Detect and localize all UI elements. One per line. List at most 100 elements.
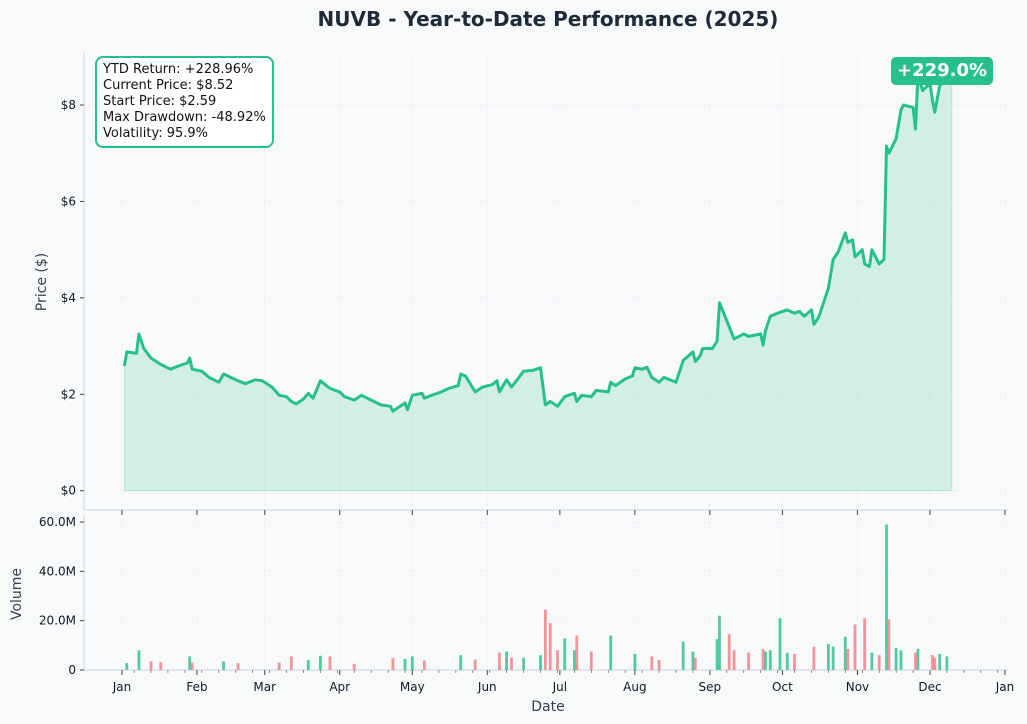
volume-bar-up (633, 654, 637, 670)
volume-bar-down (548, 623, 552, 670)
volume-bar-down (650, 656, 654, 670)
volume-bar-down (846, 649, 850, 670)
volume-bar-up (894, 647, 898, 670)
volume-x-tick-label: Jun (477, 680, 497, 694)
volume-x-tick-label: Nov (846, 680, 869, 694)
volume-x-tick-label: Dec (918, 680, 941, 694)
volume-bar-down (159, 662, 163, 670)
volume-bar-down (727, 634, 731, 670)
volume-bar-down (863, 618, 867, 670)
volume-bar-up (938, 654, 942, 670)
price-y-tick-label: $8 (61, 98, 76, 112)
volume-bar-down (556, 650, 559, 670)
volume-bar-down (423, 660, 426, 670)
volume-bar-down (352, 663, 356, 670)
volume-bar-down (933, 657, 937, 670)
volume-x-tick-label: Oct (772, 680, 793, 694)
volume-bar-down (853, 624, 857, 670)
volume-bar-down (510, 657, 513, 670)
volume-bar-up (691, 651, 695, 670)
volume-bar-down (589, 651, 593, 670)
volume-bar-down (657, 660, 661, 670)
volume-x-tick-label: Jul (552, 680, 567, 694)
volume-bar-up (410, 656, 414, 670)
volume-bars (125, 524, 949, 670)
volume-bar-up (681, 641, 685, 670)
volume-y-tick-label: 20.0M (39, 614, 76, 628)
price-x-ticks (121, 510, 1006, 515)
volume-x-tick-label: Sep (699, 680, 722, 694)
volume-bar-up (609, 635, 613, 670)
x-axis-label: Date (531, 699, 564, 715)
volume-bar-down (328, 656, 332, 670)
volume-bar-down (236, 663, 240, 670)
volume-bar-up (916, 649, 920, 670)
price-y-tick-label: $6 (61, 194, 76, 208)
volume-bar-up (125, 663, 129, 670)
volume-bar-up (306, 660, 310, 670)
stat-ytd-return: YTD Return: +228.96% (103, 62, 254, 77)
volume-bar-up (403, 658, 407, 670)
volume-bar-down (149, 661, 153, 670)
volume-x-tick-label: Jan (995, 680, 1015, 694)
stat-max-drawdown: Max Drawdown: -48.92% (103, 110, 266, 125)
volume-bar-up (505, 651, 508, 670)
volume-bar-up (945, 656, 949, 670)
price-y-ticks: $0 $2 $4 $6 $8 (61, 98, 84, 498)
volume-bar-down (793, 654, 796, 670)
return-badge: +229.0% (891, 57, 994, 85)
volume-bar-up (827, 644, 830, 670)
volume-bar-up (459, 655, 463, 670)
volume-bar-up (539, 655, 542, 670)
volume-bar-down (887, 619, 891, 670)
volume-bar-down (391, 658, 395, 670)
volume-bar-down (812, 646, 816, 670)
volume-bar-up (764, 651, 767, 670)
volume-bar-up (885, 524, 888, 670)
volume-bar-down (693, 657, 697, 670)
stat-start-price: Start Price: $2.59 (103, 94, 217, 109)
volume-bar-down (877, 655, 881, 670)
volume-x-tick-label: Feb (186, 680, 207, 694)
volume-bar-up (715, 639, 719, 670)
volume-x-tick-label: May (400, 680, 425, 694)
volume-bar-up (522, 657, 525, 670)
volume-bar-down (761, 649, 765, 670)
volume-bar-down (931, 655, 934, 670)
volume-bar-up (188, 656, 192, 670)
volume-bar-down (575, 635, 579, 670)
volume-y-tick-label: 60.0M (39, 515, 76, 529)
volume-bar-up (785, 652, 789, 670)
volume-x-ticks: Jan Feb Mar Apr May Jun Jul Aug Sep Oct Nov Dec Jan (112, 670, 1015, 694)
volume-y-tick-label: 40.0M (39, 564, 76, 578)
price-y-tick-label: $2 (61, 387, 76, 401)
volume-bar-up (768, 650, 772, 670)
volume-x-tick-label: Jan (112, 680, 132, 694)
volume-bar-down (190, 662, 194, 670)
volume-panel: 0 20.0M 40.0M 60.0M Jan Feb Mar Apr May Jun Jul Au… (9, 515, 1014, 715)
volume-x-tick-label: Aug (623, 680, 646, 694)
volume-y-ticks: 0 20.0M 40.0M 60.0M (39, 515, 84, 677)
stat-current-price: Current Price: $8.52 (103, 78, 234, 93)
volume-bar-up (718, 615, 721, 670)
price-y-axis-label: Price ($) (34, 253, 50, 311)
volume-bar-down (277, 662, 281, 670)
stat-volatility: Volatility: 95.9% (103, 126, 209, 141)
volume-bar-up (843, 636, 847, 670)
price-line (122, 74, 953, 413)
volume-y-axis-label: Volume (9, 568, 25, 620)
chart-title: NUVB - Year-to-Date Performance (2025) (318, 7, 779, 31)
volume-y-tick-label: 0 (68, 663, 76, 677)
volume-x-tick-label: Apr (329, 680, 350, 694)
volume-bar-up (563, 638, 567, 670)
volume-bar-up (137, 650, 141, 670)
price-y-tick-label: $4 (61, 291, 76, 305)
volume-bar-up (319, 655, 322, 670)
volume-bar-down (289, 656, 293, 670)
volume-bar-up (778, 618, 782, 670)
volume-bar-up (870, 652, 874, 670)
volume-bar-up (831, 646, 835, 670)
volume-bar-up (222, 661, 225, 670)
